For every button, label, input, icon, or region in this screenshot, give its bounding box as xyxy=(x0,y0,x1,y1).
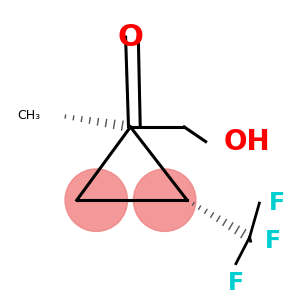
Text: OH: OH xyxy=(223,128,270,156)
Text: F: F xyxy=(265,229,281,253)
Text: O: O xyxy=(118,22,143,52)
Text: F: F xyxy=(269,191,285,215)
Circle shape xyxy=(134,169,196,231)
Text: F: F xyxy=(228,272,244,296)
Circle shape xyxy=(65,169,128,231)
Text: CH₃: CH₃ xyxy=(17,109,41,122)
